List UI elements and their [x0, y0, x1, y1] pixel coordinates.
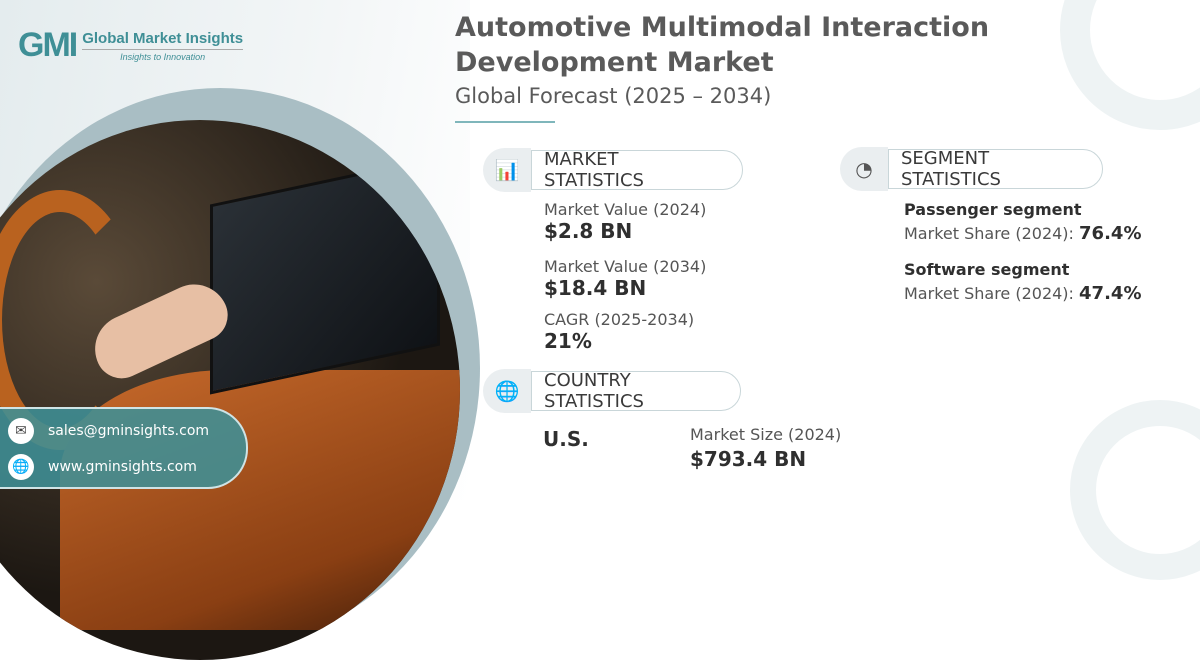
- logo-tagline: Insights to Innovation: [120, 51, 206, 62]
- market-statistics-header: 📊 MARKET STATISTICS: [483, 148, 743, 192]
- decorative-ring: [1070, 400, 1200, 580]
- title-line-1: Automotive Multimodal Interaction: [455, 12, 990, 43]
- market-statistics-label: MARKET STATISTICS: [531, 149, 743, 191]
- email-link[interactable]: sales@gminsights.com: [48, 423, 210, 439]
- country-stat-label: Market Size (2024): [690, 425, 842, 444]
- country-statistics-header: 🌐 COUNTRY STATISTICS: [483, 369, 741, 413]
- stat-value: $18.4 BN: [544, 276, 647, 300]
- globe-icon: 🌐: [483, 369, 531, 413]
- segment-name: Passenger segment: [904, 200, 1082, 219]
- contact-website[interactable]: 🌐 www.gminsights.com: [0, 449, 246, 485]
- stat-value: $2.8 BN: [544, 219, 633, 243]
- page-title: Automotive Multimodal Interaction Develo…: [455, 10, 989, 80]
- country-statistics-label: COUNTRY STATISTICS: [531, 370, 741, 412]
- pie-chart-icon: ◔: [840, 147, 888, 191]
- page-subtitle: Global Forecast (2025 – 2034): [455, 84, 772, 108]
- title-divider: [455, 121, 555, 123]
- website-link[interactable]: www.gminsights.com: [48, 459, 197, 475]
- stat-value: 21%: [544, 329, 592, 353]
- contact-email[interactable]: ✉ sales@gminsights.com: [0, 413, 246, 449]
- mail-icon: ✉: [8, 418, 34, 444]
- title-line-2: Development Market: [455, 47, 774, 78]
- market-statistics-list: Market Value (2024) $2.8 BN Market Value…: [544, 200, 706, 353]
- contact-panel: ✉ sales@gminsights.com 🌐 www.gminsights.…: [0, 407, 248, 489]
- stat-label: CAGR (2025-2034): [544, 310, 695, 329]
- segment-share: Market Share (2024): 47.4%: [904, 283, 1141, 304]
- segment-name: Software segment: [904, 260, 1070, 279]
- globe-icon: 🌐: [8, 454, 34, 480]
- segment-share-label: Market Share (2024):: [904, 224, 1074, 243]
- segment-share-value: 76.4%: [1079, 223, 1142, 244]
- segment-share: Market Share (2024): 76.4%: [904, 223, 1141, 244]
- segment-share-label: Market Share (2024):: [904, 284, 1074, 303]
- segment-statistics-list: Passenger segment Market Share (2024): 7…: [904, 200, 1141, 304]
- segment-statistics-header: ◔ SEGMENT STATISTICS: [840, 147, 1103, 191]
- car-dashboard-photo: [0, 120, 460, 660]
- infotainment-screen: [210, 155, 440, 395]
- segment-statistics-label: SEGMENT STATISTICS: [888, 148, 1103, 190]
- stat-label: Market Value (2024): [544, 200, 707, 219]
- decorative-ring: [1060, 0, 1200, 130]
- stat-label: Market Value (2034): [544, 257, 707, 276]
- segment-share-value: 47.4%: [1079, 283, 1142, 304]
- country-stat-value: $793.4 BN: [690, 447, 807, 471]
- country-name: U.S.: [543, 427, 589, 451]
- gmi-logo[interactable]: GMI Global Market Insights Insights to I…: [18, 26, 244, 65]
- chart-globe-icon: 📊: [483, 148, 531, 192]
- logo-mark: GMI: [18, 26, 78, 64]
- logo-name: Global Market Insights: [82, 30, 244, 50]
